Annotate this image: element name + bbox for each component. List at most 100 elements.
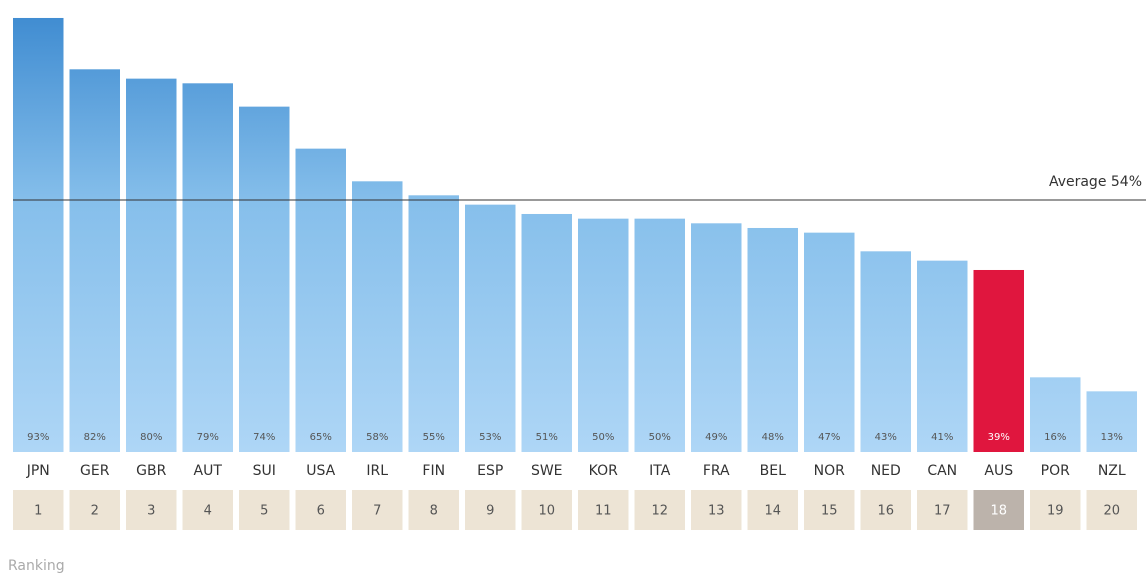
- value-label: 55%: [423, 432, 445, 443]
- bar: [408, 195, 459, 452]
- category-label: CAN: [927, 463, 957, 479]
- category-label: AUS: [984, 463, 1013, 479]
- bar: [578, 218, 629, 452]
- rank-box: [578, 490, 629, 530]
- bar: [1086, 391, 1137, 452]
- rank-label: 3: [147, 504, 155, 519]
- rank-label: 7: [373, 504, 381, 519]
- category-label: KOR: [589, 463, 618, 479]
- value-label: 51%: [536, 432, 558, 443]
- category-label: ITA: [649, 463, 671, 479]
- rank-label: 18: [990, 504, 1007, 519]
- bar: [465, 204, 516, 452]
- rank-box: [1086, 490, 1137, 530]
- rank-label: 17: [934, 504, 951, 519]
- value-label: 47%: [818, 432, 840, 443]
- value-label: 39%: [988, 432, 1010, 443]
- rank-box: [804, 490, 855, 530]
- value-label: 65%: [310, 432, 332, 443]
- value-label: 58%: [366, 432, 388, 443]
- rank-box: [13, 490, 64, 530]
- value-label: 41%: [931, 432, 953, 443]
- bar: [1030, 377, 1081, 452]
- rank-label: 11: [595, 504, 612, 519]
- category-label: BEL: [760, 463, 786, 479]
- rank-label: 13: [708, 504, 725, 519]
- rank-label: 16: [877, 504, 894, 519]
- bar: [691, 223, 742, 452]
- bar: [860, 251, 911, 452]
- average-label: Average 54%: [1049, 174, 1142, 190]
- rank-box: [917, 490, 968, 530]
- rank-label: 4: [204, 504, 212, 519]
- rank-box: [634, 490, 685, 530]
- category-label: AUT: [194, 463, 223, 479]
- bar: [295, 148, 346, 452]
- rank-label: 1: [34, 504, 42, 519]
- rank-box: [521, 490, 572, 530]
- category-label: IRL: [366, 463, 388, 479]
- bar: [804, 232, 855, 452]
- category-label: GBR: [136, 463, 166, 479]
- rank-label: 5: [260, 504, 268, 519]
- rank-box: [69, 490, 120, 530]
- category-label: POR: [1041, 463, 1070, 479]
- rank-box: [126, 490, 177, 530]
- rank-label: 8: [430, 504, 438, 519]
- rank-box: [1030, 490, 1081, 530]
- value-label: 82%: [84, 432, 106, 443]
- rank-label: 20: [1103, 504, 1120, 519]
- rankings-label: Ranking: [8, 558, 65, 574]
- bar: [521, 213, 572, 452]
- bar: [352, 181, 403, 452]
- category-label: GER: [80, 463, 110, 479]
- rank-label: 12: [651, 504, 668, 519]
- rank-label: 9: [486, 504, 494, 519]
- bar: [634, 218, 685, 452]
- rank-label: 14: [764, 504, 781, 519]
- rank-box: [860, 490, 911, 530]
- rank-label: 10: [538, 504, 555, 519]
- rank-box: [465, 490, 516, 530]
- category-label: NOR: [814, 463, 845, 479]
- category-label: NED: [871, 463, 901, 479]
- bar: [239, 106, 290, 452]
- value-label: 13%: [1101, 432, 1123, 443]
- value-label: 43%: [875, 432, 897, 443]
- value-label: 53%: [479, 432, 501, 443]
- rank-box: [973, 490, 1024, 530]
- bar: [747, 227, 798, 452]
- rank-label: 19: [1047, 504, 1064, 519]
- category-label: NZL: [1098, 463, 1126, 479]
- rank-box: [295, 490, 346, 530]
- rank-box: [408, 490, 459, 530]
- category-label: ESP: [477, 463, 503, 479]
- bar: [126, 78, 177, 452]
- value-label: 50%: [592, 432, 614, 443]
- rank-box: [691, 490, 742, 530]
- rank-box: [352, 490, 403, 530]
- value-label: 93%: [27, 432, 49, 443]
- bar: [917, 260, 968, 452]
- rank-box: [747, 490, 798, 530]
- value-label: 49%: [705, 432, 727, 443]
- value-label: 74%: [253, 432, 275, 443]
- rank-box: [182, 490, 233, 530]
- value-label: 80%: [140, 432, 162, 443]
- bar: [182, 83, 233, 452]
- rank-label: 6: [317, 504, 325, 519]
- category-label: SUI: [253, 463, 276, 479]
- value-label: 16%: [1044, 432, 1066, 443]
- bar: [973, 269, 1024, 452]
- value-label: 79%: [197, 432, 219, 443]
- rank-label: 2: [91, 504, 99, 519]
- value-label: 48%: [762, 432, 784, 443]
- category-label: JPN: [26, 463, 50, 479]
- category-label: USA: [306, 463, 335, 479]
- bar: [69, 69, 120, 452]
- rank-box: [239, 490, 290, 530]
- category-label: FRA: [703, 463, 730, 479]
- category-label: SWE: [531, 463, 563, 479]
- category-label: FIN: [422, 463, 445, 479]
- value-label: 50%: [649, 432, 671, 443]
